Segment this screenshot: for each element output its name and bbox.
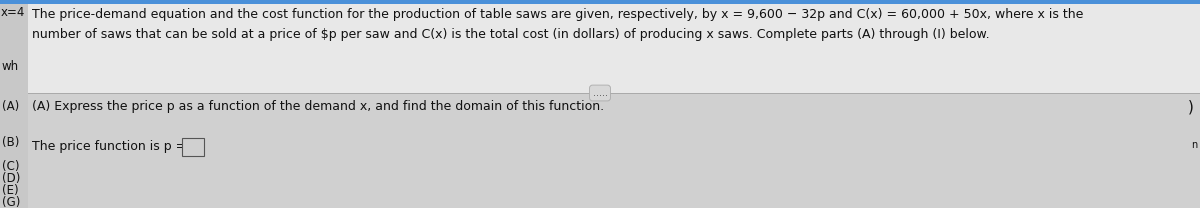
- Text: (C): (C): [2, 160, 19, 173]
- Text: number of saws that can be sold at a price of $p per saw and C(x) is the total c: number of saws that can be sold at a pri…: [32, 28, 990, 41]
- Text: (A): (A): [2, 100, 19, 113]
- FancyBboxPatch shape: [0, 0, 28, 208]
- Text: wh: wh: [2, 60, 19, 73]
- Text: (G): (G): [2, 196, 20, 208]
- FancyBboxPatch shape: [28, 4, 1200, 94]
- Text: The price function is p =: The price function is p =: [32, 140, 186, 153]
- FancyBboxPatch shape: [0, 0, 1200, 4]
- FancyBboxPatch shape: [182, 138, 204, 156]
- Text: (A) Express the price p as a function of the demand x, and find the domain of th: (A) Express the price p as a function of…: [32, 100, 604, 113]
- Text: .....: .....: [593, 88, 607, 98]
- Text: x=4: x=4: [1, 6, 25, 19]
- Text: The price-demand equation and the cost function for the production of table saws: The price-demand equation and the cost f…: [32, 8, 1084, 21]
- Text: (E): (E): [2, 184, 19, 197]
- Text: (B): (B): [2, 136, 19, 149]
- Text: (D): (D): [2, 172, 20, 185]
- FancyBboxPatch shape: [28, 94, 1200, 208]
- Text: ): ): [1188, 100, 1194, 115]
- FancyBboxPatch shape: [28, 93, 1200, 94]
- Text: n: n: [1190, 140, 1198, 150]
